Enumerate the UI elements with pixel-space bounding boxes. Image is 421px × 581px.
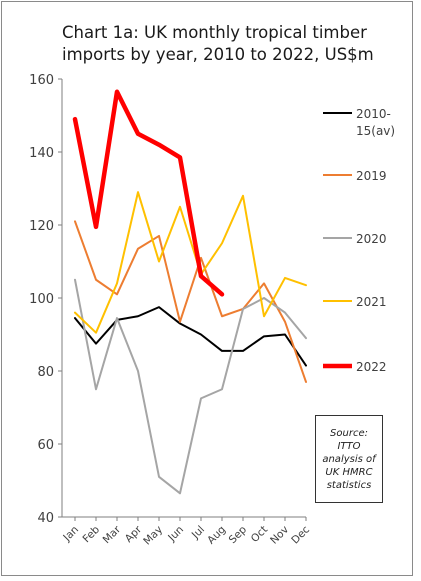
- y-tick-label: 140: [29, 146, 54, 161]
- x-tick-label: Feb: [80, 523, 102, 545]
- y-tick-label: 80: [37, 365, 54, 380]
- y-tick-label: 120: [29, 219, 54, 234]
- x-tick-label: Oct: [249, 524, 270, 545]
- series-line-2010-15(av): [74, 306, 307, 367]
- x-tick-label: Mar: [101, 523, 124, 546]
- x-tick-label: Jun: [165, 524, 186, 545]
- x-tick-label: Aug: [205, 524, 228, 547]
- x-tick-label: Jul: [189, 524, 207, 542]
- y-tick-label: 60: [37, 438, 54, 453]
- x-tick-label: Sep: [227, 523, 250, 546]
- legend-label: 2022: [356, 360, 387, 374]
- legend-label: 2010-15(av): [356, 107, 395, 138]
- legend-label: 2019: [356, 169, 387, 183]
- x-tick-label: May: [141, 524, 165, 548]
- series-line-2020: [74, 278, 307, 495]
- legend-label: 2021: [356, 295, 387, 309]
- series-line-2021: [74, 191, 307, 334]
- x-tick-label: Dec: [289, 523, 312, 546]
- chart-frame: Chart 1a: UK monthly tropical timber imp…: [1, 1, 413, 576]
- x-tick-label: Jan: [60, 524, 81, 545]
- y-tick-label: 160: [29, 73, 54, 88]
- source-note-text: Source: ITTO analysis of UK HMRC statist…: [322, 427, 376, 491]
- y-tick-label: 100: [29, 292, 54, 307]
- source-note: Source: ITTO analysis of UK HMRC statist…: [315, 415, 383, 503]
- legend-label: 2020: [356, 232, 387, 246]
- chart-title: Chart 1a: UK monthly tropical timber imp…: [62, 23, 374, 64]
- y-tick-label: 40: [37, 511, 54, 526]
- x-tick-label: Nov: [268, 524, 291, 547]
- series-line-2022: [72, 89, 225, 297]
- x-tick-label: Apr: [123, 523, 145, 545]
